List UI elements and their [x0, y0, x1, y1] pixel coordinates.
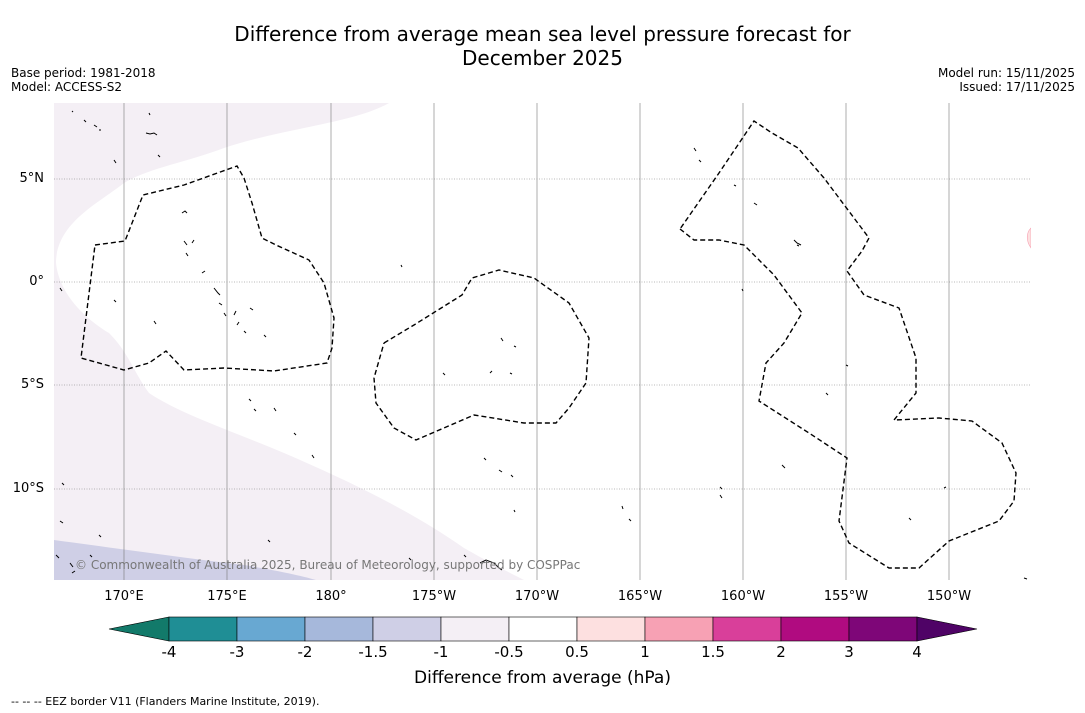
colorbar-over-arrow	[916, 616, 978, 642]
lon-label-150w: 150°W	[926, 589, 972, 604]
lon-label-155w: 155°W	[823, 589, 869, 604]
colorbar-tick-label: 0.5	[565, 643, 589, 661]
eez-kiribati-line	[679, 120, 1017, 569]
lon-label-180: 180°	[315, 589, 347, 604]
colorbar-segment	[372, 616, 442, 642]
colorbar-segment	[780, 616, 850, 642]
base-period: Base period: 1981-2018	[11, 66, 156, 80]
colorbar-segment	[168, 616, 238, 642]
eez-borders	[80, 120, 1017, 569]
colorbar-segment	[304, 616, 374, 642]
colorbar-segment	[848, 616, 918, 642]
lon-label-160w: 160°W	[720, 589, 766, 604]
colorbar-tick-label: 4	[912, 643, 922, 661]
title-line-2: December 2025	[462, 46, 623, 70]
colorbar-label: Difference from average (hPa)	[414, 668, 671, 688]
field-region-plus-0-5	[1026, 227, 1031, 249]
colorbar-segment	[508, 616, 578, 642]
map-area	[54, 103, 1031, 580]
colorbar-segment	[644, 616, 714, 642]
colorbar-tick-label: -2	[297, 643, 313, 661]
lon-label-170e: 170°E	[104, 589, 144, 604]
colorbar-tick-label: 1.5	[701, 643, 725, 661]
eez-footnote: -- -- -- EEZ border V11 (Flanders Marine…	[11, 695, 320, 708]
lat-label-0: 0°	[29, 274, 44, 289]
colorbar-tick-label: -0.5	[494, 643, 524, 661]
title-line-1: Difference from average mean sea level p…	[234, 22, 851, 46]
lat-label-5n: 5°N	[19, 171, 45, 186]
lon-label-175e: 175°E	[207, 589, 247, 604]
meta-right: Model run: 15/11/2025 Issued: 17/11/2025	[938, 66, 1075, 94]
lat-gridlines	[54, 178, 1031, 490]
colorbar-segment	[576, 616, 646, 642]
eez-kiribati-phoenix	[373, 269, 590, 441]
lon-gridlines	[123, 103, 950, 580]
copyright-notice: © Commonwealth of Australia 2025, Bureau…	[75, 558, 581, 572]
lon-label-175w: 175°W	[411, 589, 457, 604]
colorbar-tick-label: -1	[433, 643, 449, 661]
chart-title: Difference from average mean sea level p…	[0, 22, 1085, 70]
colorbar-tick-label: 3	[844, 643, 854, 661]
model-name: Model: ACCESS-S2	[11, 80, 123, 94]
colorbar-tick-label: 2	[776, 643, 786, 661]
lat-label-10s: 10°S	[12, 481, 44, 496]
lat-label-5s: 5°S	[20, 377, 44, 392]
colorbar-tick-label: -3	[229, 643, 245, 661]
map-svg	[54, 103, 1031, 580]
colorbar-tick-label: -1.5	[358, 643, 388, 661]
colorbar-under-arrow	[108, 616, 170, 642]
lon-label-165w: 165°W	[617, 589, 663, 604]
colorbar-segment	[712, 616, 782, 642]
islands	[55, 110, 1028, 580]
colorbar-tick-label: 1	[640, 643, 650, 661]
lon-label-170w: 170°W	[514, 589, 560, 604]
field-region-minus-1-5	[54, 540, 316, 580]
issued-date: Issued: 17/11/2025	[959, 80, 1075, 94]
model-run: Model run: 15/11/2025	[937, 66, 1075, 80]
field-region-minus-1	[54, 103, 524, 580]
colorbar-tick-label: -4	[161, 643, 177, 661]
colorbar-segment	[236, 616, 306, 642]
colorbar-segment	[440, 616, 510, 642]
meta-left: Base period: 1981-2018 Model: ACCESS-S2	[11, 66, 156, 94]
eez-tuvalu-kiribati-west	[80, 165, 335, 372]
